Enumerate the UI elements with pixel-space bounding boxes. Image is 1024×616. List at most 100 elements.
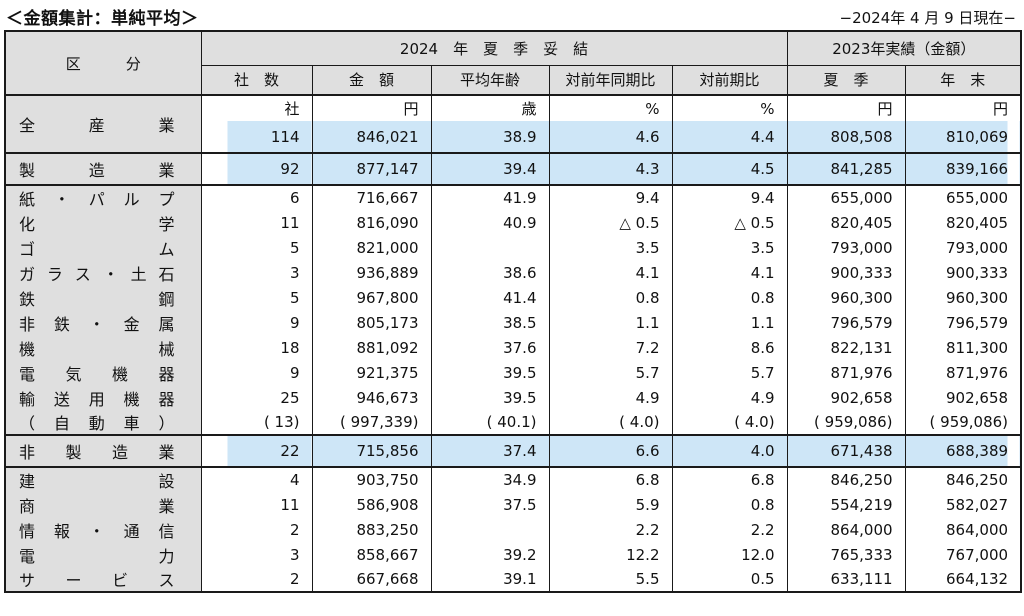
value-cell: 0.8 — [548, 285, 673, 310]
value-cell: 793,000 — [786, 235, 906, 260]
value-cell: 716,667 — [311, 184, 432, 210]
value-cell: ( 959,086) — [904, 410, 1022, 435]
value-cell: 38.5 — [430, 310, 550, 335]
value-cell: ( 13) — [200, 410, 313, 435]
value-cell: 664,132 — [904, 567, 1022, 592]
value-cell: 936,889 — [311, 260, 432, 285]
value-cell: 0.5 — [671, 567, 788, 592]
value-cell: 633,111 — [786, 567, 906, 592]
value-cell: 38.9 — [430, 121, 550, 153]
table-row: 機 械 18 881,092 37.6 7.2 8.6 822,131 811,300 — [4, 335, 1022, 360]
table-row: 非 製 造 業 22 715,856 37.4 6.6 4.0 671,438 688,389 — [4, 434, 1022, 467]
col-header-vs-prev-period: 対前期比 — [671, 65, 788, 95]
table-row: 紙 ・ パ ル プ 6 716,667 41.9 9.4 9.4 655,000 655,00… — [4, 184, 1022, 210]
col-group-2023-actual: 2023年実績（金額） — [786, 31, 1022, 66]
value-cell: ( 997,339) — [311, 410, 432, 435]
value-cell: 767,000 — [904, 542, 1022, 567]
value-cell: 39.5 — [430, 360, 550, 385]
value-cell: 902,658 — [904, 385, 1022, 410]
col-header-avg-age: 平均年齢 — [430, 65, 550, 95]
value-cell: 671,438 — [786, 434, 906, 467]
table-row: サ ー ビ ス 2 667,668 39.1 5.5 0.5 633,111 664,132 — [4, 567, 1022, 592]
value-cell: 900,333 — [904, 260, 1022, 285]
value-cell: 796,579 — [786, 310, 906, 335]
value-cell: 839,166 — [904, 152, 1022, 185]
table-row: 製 造 業 92 877,147 39.4 4.3 4.5 841,285 839,166 — [4, 152, 1022, 185]
table-row: 建 設 4 903,750 34.9 6.8 6.8 846,250 846,250 — [4, 466, 1022, 492]
value-cell: 841,285 — [786, 152, 906, 185]
value-cell: 34.9 — [430, 466, 550, 492]
value-cell: 4.6 — [548, 121, 673, 153]
unit-cell: 円 — [904, 95, 1022, 121]
value-cell: 11 — [200, 210, 313, 235]
value-cell: 41.4 — [430, 285, 550, 310]
value-cell: 9 — [200, 360, 313, 385]
value-cell: 12.2 — [548, 542, 673, 567]
value-cell: 4.3 — [548, 152, 673, 185]
page-title: ＜金額集計：単純平均＞ — [6, 9, 199, 29]
category-cell: 電 力 — [4, 542, 202, 567]
table-body: 全 産 業社円歳%% 円円 114 846,021 38.9 4.6 4.4 808,508 8… — [4, 95, 1022, 592]
value-cell: 37.6 — [430, 335, 550, 360]
value-cell: 877,147 — [311, 152, 432, 185]
value-cell: 4.5 — [671, 152, 788, 185]
unit-cell: 社 — [200, 95, 313, 121]
value-cell: 2 — [200, 567, 313, 592]
value-cell: 4.1 — [548, 260, 673, 285]
value-cell: 6.8 — [671, 466, 788, 492]
page-header: ＜金額集計：単純平均＞ −2024年 4 月 9 日現在− — [0, 0, 1024, 30]
value-cell: 3 — [200, 260, 313, 285]
value-cell: △ 0.5 — [671, 210, 788, 235]
value-cell: 554,219 — [786, 492, 906, 517]
value-cell: 820,405 — [904, 210, 1022, 235]
value-cell: 9.4 — [671, 184, 788, 210]
value-cell: 846,021 — [311, 121, 432, 153]
category-cell: ガ ラ ス ・ 土 石 — [4, 260, 202, 285]
value-cell: 3 — [200, 542, 313, 567]
value-cell: 4.0 — [671, 434, 788, 467]
value-cell: 667,668 — [311, 567, 432, 592]
category-cell: 鉄 鋼 — [4, 285, 202, 310]
category-cell: 情 報 ・ 通 信 — [4, 517, 202, 542]
col-header-yearend: 年 末 — [904, 65, 1022, 95]
value-cell: 38.6 — [430, 260, 550, 285]
category-cell: 電 気 機 器 — [4, 360, 202, 385]
value-cell: 18 — [200, 335, 313, 360]
value-cell: 808,508 — [786, 121, 906, 153]
table-row: （ 自 動 車 ）( 13)( 997,339)( 40.1)( 4.0)( 4… — [4, 410, 1022, 435]
value-cell: 796,579 — [904, 310, 1022, 335]
value-cell — [430, 235, 550, 260]
value-cell: 6 — [200, 184, 313, 210]
value-cell: 25 — [200, 385, 313, 410]
value-cell: 793,000 — [904, 235, 1022, 260]
value-cell: 946,673 — [311, 385, 432, 410]
value-cell: 7.2 — [548, 335, 673, 360]
category-cell: 化 学 — [4, 210, 202, 235]
value-cell: 820,405 — [786, 210, 906, 235]
value-cell: 902,658 — [786, 385, 906, 410]
value-cell: 967,800 — [311, 285, 432, 310]
value-cell: 655,000 — [904, 184, 1022, 210]
category-cell: サ ー ビ ス — [4, 567, 202, 592]
table-row: 114 846,021 38.9 4.6 4.4 808,508 810,069 — [5, 121, 1022, 153]
table-row: 電 気 機 器 9 921,375 39.5 5.7 5.7 871,976 871,976 — [4, 360, 1022, 385]
table-row: 化 学 11 816,090 40.9 △ 0.5 △ 0.5 820,405 820,405 — [4, 210, 1022, 235]
category-cell: 輸 送 用 機 器 — [4, 385, 202, 410]
value-cell: 5.7 — [548, 360, 673, 385]
value-cell: 8.6 — [671, 335, 788, 360]
unit-cell: 円 — [311, 95, 432, 121]
table-header: 区 分 2024 年 夏 季 妥 結 2023年実績（金額） 社 数 金 額 平… — [4, 31, 1022, 96]
value-cell: 805,173 — [311, 310, 432, 335]
value-cell: 4.4 — [671, 121, 788, 153]
value-cell: 0.8 — [671, 492, 788, 517]
value-cell: 864,000 — [904, 517, 1022, 542]
col-header-summer: 夏 季 — [786, 65, 906, 95]
value-cell: 22 — [200, 434, 313, 467]
value-cell: 586,908 — [311, 492, 432, 517]
value-cell: 2.2 — [548, 517, 673, 542]
category-cell: （ 自 動 車 ） — [4, 410, 202, 435]
value-cell: 655,000 — [786, 184, 906, 210]
unit-cell: 歳 — [430, 95, 550, 121]
value-cell: 864,000 — [786, 517, 906, 542]
value-cell: 4 — [200, 466, 313, 492]
